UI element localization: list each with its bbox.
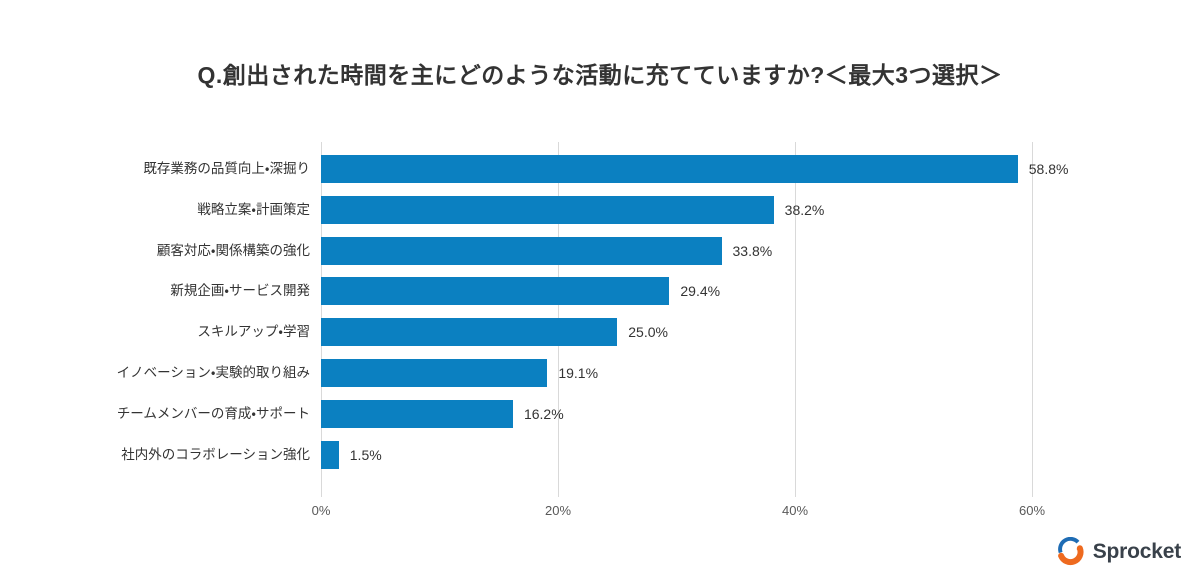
sprocket-logo: Sprocket [1055, 537, 1181, 567]
value-label: 16.2% [523, 405, 564, 422]
category-label: 既存業務の品質向上・深掘り [143, 161, 310, 176]
category-label: 戦略立案・計画策定 [197, 201, 310, 217]
value-label: 29.4% [680, 283, 721, 300]
x-axis-tick-label: 60% [1018, 503, 1046, 518]
bar [321, 318, 618, 347]
value-label: 19.1% [558, 365, 599, 381]
category-label: 新規企画・サービス開発 [170, 283, 310, 299]
category-label: 顧客対応・関係構築の強化 [156, 242, 310, 258]
value-label: 25.0% [628, 324, 668, 341]
bar [321, 359, 548, 387]
bar [321, 195, 774, 224]
x-axis-tick-label: 40% [781, 503, 809, 518]
category-label: 社内外のコラボレーション強化 [121, 446, 310, 462]
category-label: スキルアップ・学習 [197, 324, 310, 340]
bar [321, 236, 722, 265]
value-label: 1.5% [349, 446, 382, 463]
category-label: チームメンバーの育成・サポート [116, 405, 310, 421]
chart-title: Q.創出された時間を主にどのような活動に充てていますか?＜最大3つ選択＞ [197, 62, 1003, 88]
sprocket-logo-icon [1057, 537, 1084, 566]
bar [321, 399, 513, 428]
x-gridline [1032, 142, 1033, 497]
category-label: イノベーション・実験的取り組み [116, 365, 310, 380]
x-axis-tick-label: 20% [544, 503, 572, 518]
bar [321, 155, 1018, 183]
bar [321, 440, 339, 469]
value-label: 33.8% [732, 242, 773, 259]
x-axis-tick-label: 0% [311, 503, 331, 518]
x-gridline [795, 142, 796, 497]
bar [321, 277, 670, 306]
value-label: 58.8% [1028, 161, 1069, 177]
sprocket-logo-text: Sprocket [1092, 540, 1181, 563]
value-label: 38.2% [784, 201, 825, 218]
